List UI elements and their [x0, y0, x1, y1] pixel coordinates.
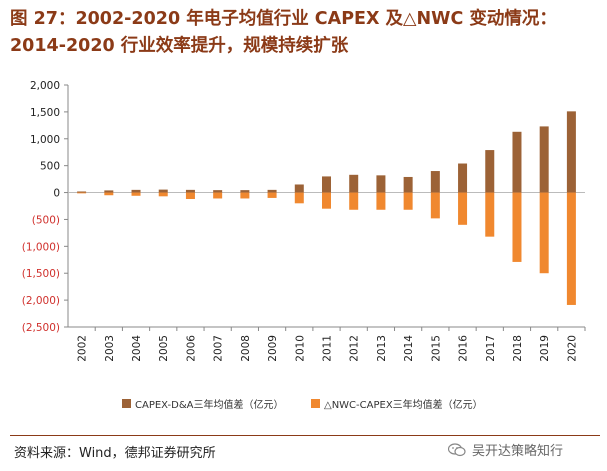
y-tick-label: (2,500) — [22, 322, 60, 334]
x-tick-label: 2008 — [240, 335, 252, 362]
chart-area: 2,000 1,500 1,000 500 0 (500) (1,000) (1,500) (2… — [0, 70, 607, 415]
bar-nwc-2006 — [185, 192, 195, 200]
x-tick-label: 2017 — [485, 335, 497, 362]
chart-title: 图 27：2002-2020 年电子均值行业 CAPEX 及△NWC 变动情况：… — [10, 6, 600, 60]
bar-nwc-2004 — [131, 192, 141, 196]
y-tick-label: 0 — [53, 188, 60, 200]
bar-capex-2005 — [158, 189, 168, 193]
x-tick-label: 2006 — [185, 335, 197, 362]
x-tick-label: 2018 — [512, 335, 524, 362]
bar-capex-2002 — [77, 191, 87, 193]
bar-nwc-2015 — [430, 192, 440, 219]
bar-capex-2013 — [376, 175, 386, 193]
bar-capex-2004 — [131, 189, 141, 193]
x-tick-label: 2014 — [403, 335, 415, 362]
bar-capex-2003 — [104, 190, 114, 193]
x-tick-label: 2003 — [104, 335, 116, 362]
bar-nwc-2019 — [539, 192, 549, 274]
bar-capex-2010 — [294, 184, 304, 193]
bar-capex-2017 — [485, 150, 495, 193]
x-tick-label: 2011 — [322, 335, 334, 362]
bar-capex-2020 — [566, 111, 576, 193]
bar-nwc-2011 — [322, 192, 331, 209]
x-tick-label: 2020 — [566, 335, 578, 362]
bar-nwc-2014 — [403, 192, 413, 210]
y-tick-label: (1,500) — [22, 268, 60, 280]
bar-capex-2019 — [539, 126, 549, 193]
bar-capex-2014 — [403, 176, 413, 193]
watermark-text: 吴开达策略知行 — [472, 444, 564, 459]
x-tick-label: 2013 — [376, 335, 388, 362]
legend-item-nwc: △NWC-CAPEX三年均值差（亿元） — [311, 396, 483, 411]
bar-nwc-2008 — [240, 192, 250, 199]
x-tick-label: 2019 — [539, 335, 551, 362]
bar-series — [77, 111, 576, 305]
y-tick-label: 1,000 — [30, 134, 60, 146]
bar-capex-2016 — [458, 163, 468, 193]
x-tick-label: 2004 — [131, 335, 143, 362]
x-tick-label: 2010 — [294, 335, 306, 362]
legend-item-capex: CAPEX-D&A三年均值差（亿元） — [122, 396, 283, 411]
bar-capex-2015 — [430, 171, 440, 193]
wechat-icon — [448, 442, 466, 456]
bar-capex-2011 — [322, 176, 331, 193]
legend-label-capex: CAPEX-D&A三年均值差（亿元） — [135, 400, 284, 411]
bar-nwc-2016 — [458, 192, 468, 225]
watermark: 吴开达策略知行 — [448, 440, 563, 459]
bar-nwc-2012 — [349, 192, 359, 210]
y-tick-label: (500) — [32, 214, 60, 226]
footer-divider — [10, 435, 600, 436]
bar-capex-2007 — [213, 190, 223, 193]
bar-capex-2012 — [349, 174, 359, 193]
x-tick-label: 2005 — [158, 335, 170, 362]
x-tick-label: 2009 — [267, 335, 279, 362]
bar-nwc-2020 — [566, 192, 576, 305]
legend: CAPEX-D&A三年均值差（亿元） △NWC-CAPEX三年均值差（亿元） — [0, 396, 607, 412]
bar-nwc-2007 — [213, 192, 223, 199]
y-axis: 2,000 1,500 1,000 500 0 (500) (1,000) (1,500) (2… — [22, 80, 69, 334]
y-tick-label: (2,000) — [22, 295, 60, 307]
y-tick-label: 500 — [40, 161, 60, 173]
bar-nwc-2005 — [158, 192, 168, 197]
bar-nwc-2002 — [77, 192, 87, 194]
bar-nwc-2003 — [104, 192, 114, 196]
y-tick-label: (1,000) — [22, 241, 60, 253]
legend-swatch-capex — [122, 399, 131, 408]
legend-swatch-nwc — [311, 399, 320, 408]
bar-capex-2006 — [185, 189, 195, 193]
chart-title-line2: 2014-2020 行业效率提升，规模持续扩张 — [10, 36, 349, 56]
bar-nwc-2009 — [267, 192, 277, 198]
y-tick-label: 1,500 — [30, 107, 60, 119]
x-tick-label: 2016 — [458, 335, 470, 362]
bar-capex-2009 — [267, 189, 277, 193]
bar-nwc-2018 — [512, 192, 522, 262]
x-tick-label: 2012 — [349, 335, 361, 362]
x-tick-label: 2015 — [430, 335, 442, 362]
x-axis: 2002 2003 2004 2005 2006 2007 2008 2009 2010 2011… — [68, 192, 586, 362]
x-tick-label: 2002 — [77, 335, 89, 362]
bar-nwc-2017 — [485, 192, 495, 237]
bar-capex-2018 — [512, 131, 522, 193]
y-tick-label: 2,000 — [30, 80, 60, 92]
bar-nwc-2013 — [376, 192, 386, 210]
x-tick-label: 2007 — [213, 335, 225, 362]
legend-label-nwc: △NWC-CAPEX三年均值差（亿元） — [324, 400, 483, 411]
chart-title-line1: 图 27：2002-2020 年电子均值行业 CAPEX 及△NWC 变动情况： — [10, 9, 557, 29]
bar-capex-2008 — [240, 190, 250, 193]
bar-chart: 2,000 1,500 1,000 500 0 (500) (1,000) (1,500) (2… — [22, 80, 586, 362]
bar-nwc-2010 — [294, 192, 304, 204]
source-note: 资料来源：Wind，德邦证券研究所 — [14, 446, 216, 461]
